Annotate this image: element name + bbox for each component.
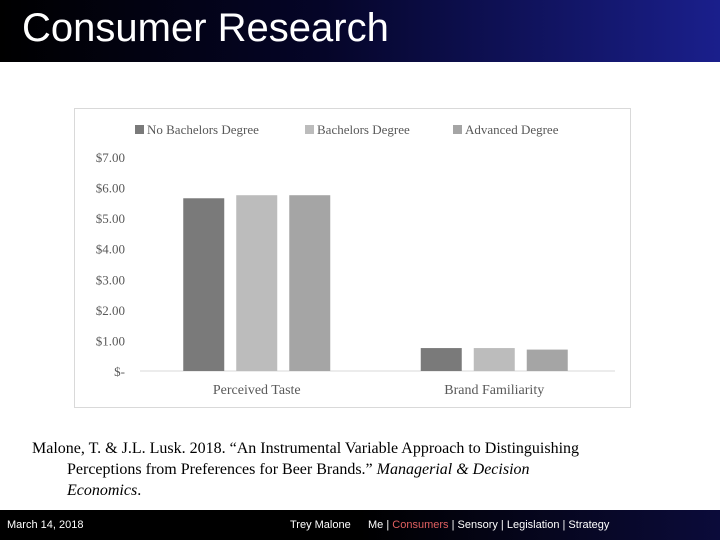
bar-chart: No Bachelors Degree Bachelors Degree Advan…: [96, 122, 615, 398]
citation-period: .: [137, 482, 142, 499]
bar: [473, 348, 515, 371]
bar: [236, 195, 278, 371]
footer-author: Trey Malone: [290, 519, 351, 531]
nav-separator: |: [383, 519, 393, 531]
title-bar: Consumer Research: [0, 0, 720, 62]
legend-label: No Bachelors Degree: [147, 122, 259, 137]
x-category-label: Brand Familiarity: [444, 383, 544, 398]
y-tick-label: $4.00: [96, 242, 125, 257]
nav-link-legislation[interactable]: Legislation: [506, 519, 560, 531]
bar: [420, 348, 462, 371]
y-tick-label: $2.00: [96, 303, 125, 318]
citation-line-1: Malone, T. & J.L. Lusk. 2018. “An Instru…: [32, 440, 580, 457]
legend-swatch: [453, 125, 462, 134]
slide-title: Consumer Research: [22, 6, 389, 50]
citation: Malone, T. & J.L. Lusk. 2018. “An Instru…: [32, 438, 692, 501]
citation-line-3: Economics.: [32, 480, 692, 501]
y-tick-label: $7.00: [96, 150, 125, 165]
nav-separator: |: [448, 519, 458, 531]
nav-link-strategy[interactable]: Strategy: [568, 519, 610, 531]
y-tick-label: $-: [114, 364, 125, 379]
bar: [289, 195, 331, 371]
chart-frame: No Bachelors Degree Bachelors Degree Advan…: [74, 108, 631, 408]
nav-separator: |: [559, 519, 569, 531]
y-tick-label: $6.00: [96, 181, 125, 196]
nav-separator: |: [497, 519, 507, 531]
citation-line-2-text: Perceptions from Preferences for Beer Br…: [67, 461, 377, 478]
bar: [526, 349, 568, 371]
legend-label: Advanced Degree: [465, 122, 559, 137]
footer-nav-items: Me | Consumers | Sensory | Legislation |…: [368, 519, 609, 531]
citation-journal-part-2: Economics: [67, 482, 138, 499]
nav-link-sensory[interactable]: Sensory: [457, 519, 498, 531]
y-tick-label: $3.00: [96, 272, 125, 287]
legend-swatch: [135, 125, 144, 134]
legend-label: Bachelors Degree: [317, 122, 410, 137]
footer-date: March 14, 2018: [7, 519, 84, 531]
nav-link-consumers[interactable]: Consumers: [392, 519, 449, 531]
citation-journal-part-1: Managerial & Decision: [376, 461, 530, 478]
y-tick-label: $5.00: [96, 211, 125, 226]
nav-link-me[interactable]: Me: [368, 519, 384, 531]
bar: [183, 198, 225, 371]
y-tick-label: $1.00: [96, 333, 125, 348]
citation-line-2: Perceptions from Preferences for Beer Br…: [32, 459, 692, 480]
footer-nav: Me | Consumers | Sensory | Legislation |…: [360, 510, 720, 540]
legend-swatch: [305, 125, 314, 134]
x-category-label: Perceived Taste: [213, 383, 301, 398]
